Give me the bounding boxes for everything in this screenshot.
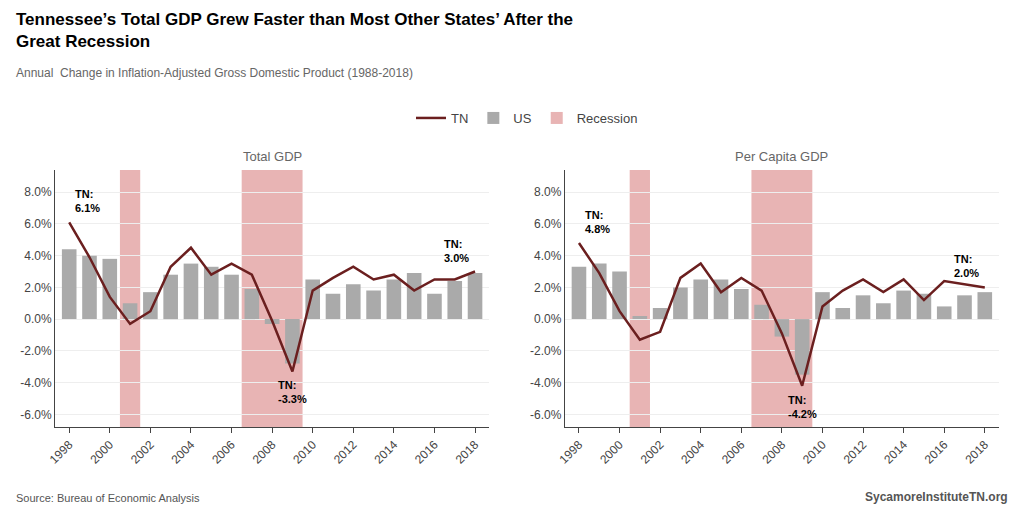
svg-text:2.0%: 2.0% xyxy=(24,281,52,295)
svg-text:Annual Change in Inflation-Ad: Annual Change in Inflation-Adjusted Gros… xyxy=(16,66,413,80)
svg-text:2004: 2004 xyxy=(169,438,198,467)
svg-text:-4.0%: -4.0% xyxy=(20,376,52,390)
svg-text:2010: 2010 xyxy=(290,438,319,467)
svg-text:Recession: Recession xyxy=(577,111,638,126)
svg-text:TN:6.1%: TN:6.1% xyxy=(75,188,100,214)
svg-text:0.0%: 0.0% xyxy=(24,312,52,326)
svg-text:TN:-4.2%: TN:-4.2% xyxy=(788,394,817,420)
svg-text:US: US xyxy=(513,111,531,126)
svg-text:2000: 2000 xyxy=(597,438,626,467)
svg-text:2018: 2018 xyxy=(962,438,991,467)
svg-text:2.0%: 2.0% xyxy=(534,281,562,295)
svg-text:6.0%: 6.0% xyxy=(24,217,52,231)
svg-text:SycamoreInstituteTN.org: SycamoreInstituteTN.org xyxy=(865,490,1008,504)
svg-text:Tennessee’s Total GDP Grew Fas: Tennessee’s Total GDP Grew Faster than M… xyxy=(16,10,573,51)
svg-text:2014: 2014 xyxy=(881,438,910,467)
svg-text:2016: 2016 xyxy=(412,438,441,467)
svg-text:2006: 2006 xyxy=(209,438,238,467)
svg-text:2002: 2002 xyxy=(638,438,667,467)
svg-text:TN:-3.3%: TN:-3.3% xyxy=(278,379,307,405)
svg-text:4.0%: 4.0% xyxy=(24,249,52,263)
svg-text:2008: 2008 xyxy=(759,438,788,467)
svg-text:0.0%: 0.0% xyxy=(534,312,562,326)
svg-text:Per Capita GDP: Per Capita GDP xyxy=(735,149,828,164)
svg-text:1998: 1998 xyxy=(47,438,76,467)
svg-text:2010: 2010 xyxy=(800,438,829,467)
svg-text:6.0%: 6.0% xyxy=(534,217,562,231)
svg-text:2008: 2008 xyxy=(250,438,279,467)
svg-text:-6.0%: -6.0% xyxy=(20,408,52,422)
svg-text:2002: 2002 xyxy=(128,438,157,467)
svg-text:TN: TN xyxy=(451,111,468,126)
svg-text:2012: 2012 xyxy=(841,438,870,467)
svg-text:Source: Bureau of Economic Ana: Source: Bureau of Economic Analysis xyxy=(16,492,200,504)
svg-text:TN:2.0%: TN:2.0% xyxy=(954,253,979,279)
svg-text:2014: 2014 xyxy=(371,438,400,467)
svg-text:2006: 2006 xyxy=(719,438,748,467)
svg-text:2016: 2016 xyxy=(922,438,951,467)
svg-text:Total GDP: Total GDP xyxy=(243,149,302,164)
svg-text:8.0%: 8.0% xyxy=(534,185,562,199)
svg-text:4.0%: 4.0% xyxy=(534,249,562,263)
svg-text:-2.0%: -2.0% xyxy=(20,344,52,358)
svg-text:-4.0%: -4.0% xyxy=(530,376,562,390)
svg-text:2012: 2012 xyxy=(331,438,360,467)
svg-text:2000: 2000 xyxy=(87,438,116,467)
svg-text:2018: 2018 xyxy=(453,438,482,467)
svg-text:TN:4.8%: TN:4.8% xyxy=(585,209,610,235)
svg-text:8.0%: 8.0% xyxy=(24,185,52,199)
svg-text:TN:3.0%: TN:3.0% xyxy=(444,238,469,264)
svg-text:1998: 1998 xyxy=(557,438,586,467)
svg-text:2004: 2004 xyxy=(678,438,707,467)
svg-text:-6.0%: -6.0% xyxy=(530,408,562,422)
svg-text:-2.0%: -2.0% xyxy=(530,344,562,358)
